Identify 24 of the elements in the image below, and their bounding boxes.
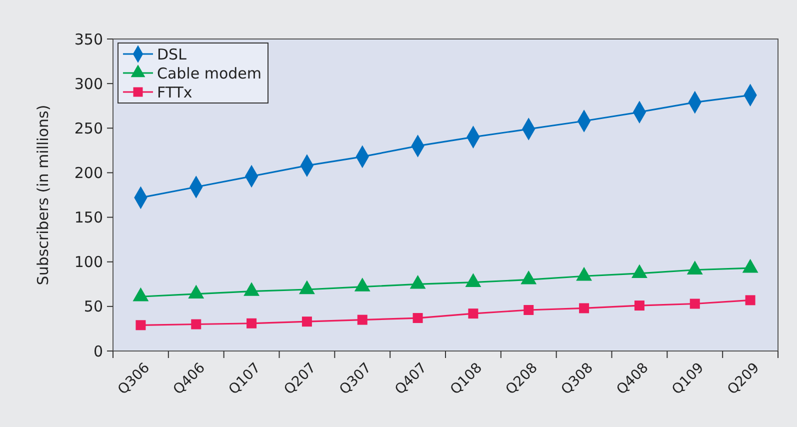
- point: [191, 319, 202, 330]
- point: [579, 303, 590, 314]
- y-tick-label: 50: [84, 298, 103, 316]
- y-tick-label: 250: [74, 119, 103, 138]
- point: [302, 316, 312, 327]
- point: [357, 314, 368, 325]
- legend-label: DSL: [157, 45, 188, 64]
- point: [524, 304, 534, 315]
- point: [745, 295, 756, 306]
- y-tick-label: 150: [74, 208, 103, 227]
- y-tick-label: 200: [74, 164, 103, 182]
- y-axis-title: Subscribers (in millions): [34, 104, 52, 286]
- legend-label: Cable modem: [157, 64, 262, 82]
- y-tick-label: 0: [93, 342, 103, 360]
- point: [468, 308, 478, 319]
- point: [136, 320, 146, 330]
- point: [690, 298, 700, 309]
- y-tick-label: 300: [74, 74, 103, 93]
- point: [246, 318, 257, 328]
- point: [634, 300, 644, 311]
- y-tick-label: 350: [74, 30, 103, 48]
- legend-label: FTTx: [157, 83, 192, 102]
- y-tick-label: 100: [74, 253, 103, 272]
- point: [412, 313, 423, 324]
